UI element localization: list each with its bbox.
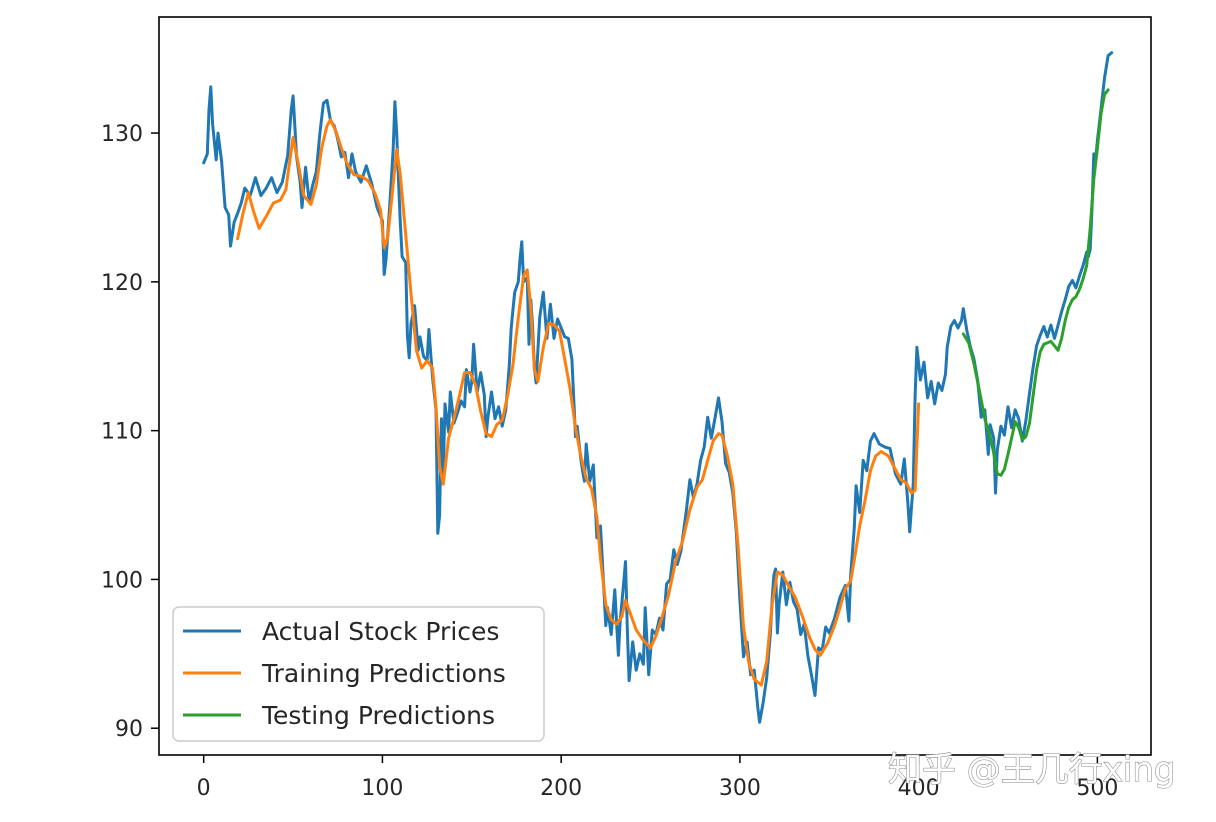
legend-box (172, 606, 545, 742)
series-layer (202, 51, 1114, 724)
plot-area-frame (158, 16, 1152, 756)
legend-label: Training Predictions (261, 659, 506, 688)
x-axis-ticks: 0 100 200 300 400 500 (197, 755, 1118, 801)
y-axis-ticks: 90 100 110 120 130 (101, 122, 159, 742)
y-tick-label: 130 (101, 122, 143, 147)
x-tick-label: 100 (361, 776, 403, 801)
watermark-text: 知乎 @王几行xing (888, 750, 1176, 790)
y-tick-label: 90 (115, 717, 143, 742)
series-line-testing-predictions (961, 88, 1110, 477)
legend: Actual Stock Prices Training Predictions T… (172, 606, 545, 742)
y-tick-label: 110 (101, 420, 143, 445)
x-tick-label: 300 (719, 776, 761, 801)
x-tick-label: 500 (1076, 776, 1118, 801)
legend-label: Actual Stock Prices (262, 617, 499, 646)
legend-label: Testing Predictions (261, 701, 495, 730)
x-tick-label: 0 (197, 776, 211, 801)
x-tick-label: 400 (898, 776, 940, 801)
y-tick-label: 100 (101, 568, 143, 593)
series-line-training-predictions (236, 118, 921, 687)
x-tick-label: 200 (540, 776, 582, 801)
y-tick-label: 120 (101, 271, 143, 296)
